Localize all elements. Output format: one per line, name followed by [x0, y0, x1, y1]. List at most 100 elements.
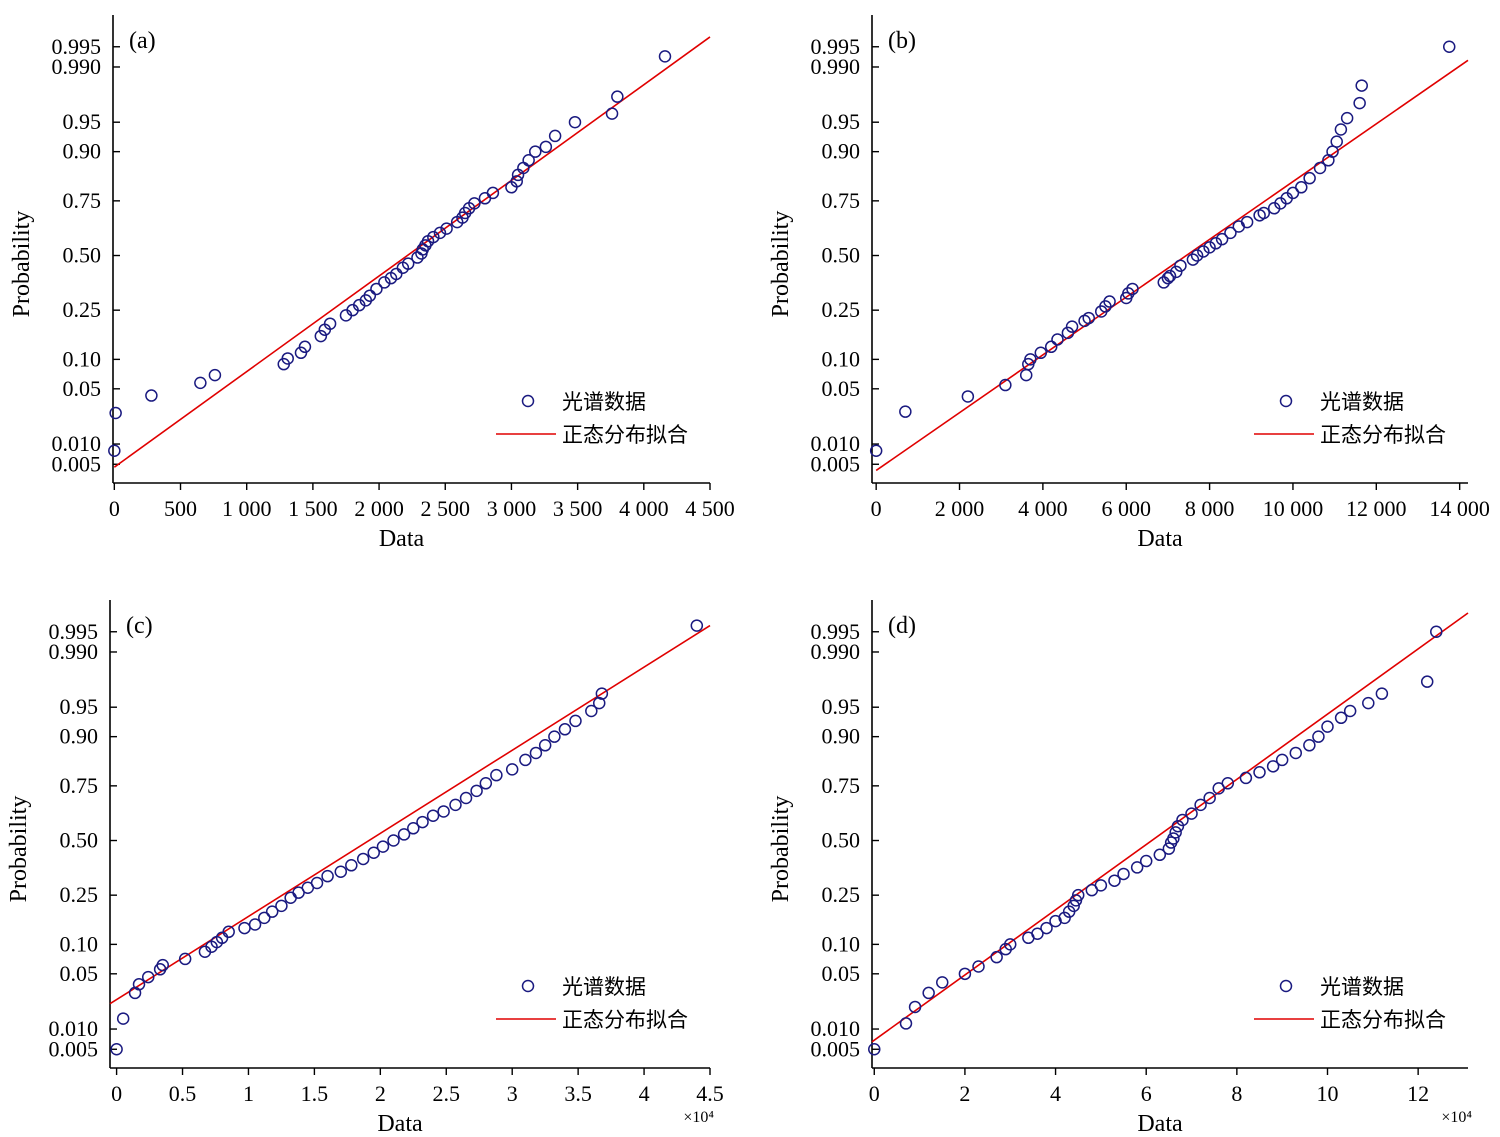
x-tick-label: 0 [111, 1081, 122, 1106]
y-tick-label: 0.50 [822, 828, 861, 853]
data-point [1312, 730, 1325, 743]
chart-panel: 0.0050.0100.050.100.250.500.750.900.950.… [9, 15, 735, 552]
data-point [1203, 241, 1216, 254]
data-point [1355, 79, 1368, 92]
data-point [370, 282, 383, 296]
legend-marker-icon [521, 979, 535, 993]
data-point [145, 389, 158, 402]
y-tick-label: 0.50 [63, 243, 102, 268]
y-axis-label: Probability [6, 796, 32, 903]
data-point [390, 267, 403, 281]
data-point [284, 891, 297, 905]
data-point [1103, 295, 1116, 308]
data-point [961, 390, 975, 403]
data-point [548, 129, 562, 143]
data-point [1122, 287, 1135, 300]
y-axis-label: Probability [768, 211, 794, 318]
data-point [972, 960, 985, 973]
data-point [1232, 220, 1246, 233]
data-point [356, 852, 370, 866]
data-point [1162, 842, 1176, 855]
data-point [156, 958, 169, 972]
x-tick-label: 0.5 [169, 1081, 197, 1106]
data-point [1067, 899, 1080, 913]
x-tick-label: 10 000 [1263, 496, 1324, 521]
y-tick-label: 0.010 [811, 1016, 861, 1041]
data-point [141, 970, 155, 984]
data-point [416, 815, 429, 829]
x-axis-label: Data [1137, 1111, 1183, 1137]
y-tick-label: 0.10 [822, 346, 861, 371]
data-point [869, 444, 883, 457]
panel-label: (b) [888, 28, 916, 54]
legend-line-label: 正态分布拟合 [562, 423, 688, 447]
data-point [1334, 711, 1348, 725]
data-point [1174, 259, 1187, 272]
y-axis-label: Probability [9, 211, 35, 318]
data-point [1289, 746, 1303, 760]
data-point [222, 925, 235, 939]
x-tick-label: 6 [1141, 1081, 1152, 1106]
data-point [1044, 340, 1058, 354]
data-point [1266, 760, 1280, 773]
data-point [592, 696, 606, 710]
normal-fit-line [875, 59, 1469, 472]
panel-label: (a) [129, 28, 156, 54]
data-point [265, 905, 279, 918]
data-point [1031, 927, 1044, 940]
y-tick-label: 0.05 [822, 376, 861, 401]
y-tick-label: 0.10 [60, 931, 99, 956]
y-tick-label: 0.010 [52, 431, 102, 456]
data-point [1321, 720, 1334, 733]
chart-panel: 0.0050.0100.050.100.250.500.750.900.950.… [768, 15, 1490, 552]
panel-label: (d) [888, 613, 916, 639]
data-point [470, 784, 483, 798]
data-point [110, 1043, 123, 1056]
data-point [922, 986, 935, 1000]
x-tick-label: 4 000 [1018, 496, 1068, 521]
data-point [1353, 96, 1366, 110]
legend-line-label: 正态分布拟合 [562, 1008, 688, 1032]
x-tick-label: 10 [1316, 1081, 1338, 1106]
chart-panel: 0.0050.0100.050.100.250.500.750.900.950.… [768, 600, 1472, 1137]
data-point [1221, 777, 1235, 790]
data-point [1003, 938, 1017, 951]
data-point [658, 50, 672, 63]
data-point [1117, 867, 1130, 881]
panel-label: (c) [126, 613, 153, 639]
legend-line-label: 正态分布拟合 [1320, 1008, 1446, 1032]
x-tick-label: 3 500 [553, 496, 603, 521]
y-tick-label: 0.995 [811, 34, 861, 59]
data-point [1257, 206, 1271, 220]
data-point [1185, 807, 1198, 820]
y-tick-label: 0.010 [49, 1016, 99, 1041]
data-point [1190, 249, 1204, 262]
data-point [109, 406, 122, 420]
x-tick-label: 4.5 [696, 1081, 724, 1106]
data-point [1197, 245, 1210, 258]
data-point [108, 444, 121, 457]
data-point [899, 405, 912, 418]
x-tick-label: 2 500 [421, 496, 471, 521]
x-tick-label: 0 [871, 496, 882, 521]
y-axis-label: Probability [768, 796, 794, 903]
y-tick-label: 0.75 [63, 188, 102, 213]
data-point [1130, 861, 1144, 874]
data-point [427, 230, 440, 244]
data-point [1024, 353, 1037, 366]
data-point [1194, 798, 1207, 812]
data-point [1034, 346, 1048, 360]
x-tick-label: 6 000 [1101, 496, 1151, 521]
data-point [569, 714, 582, 728]
y-tick-label: 0.995 [49, 619, 99, 644]
data-point [378, 276, 391, 289]
x-tick-label: 1 [243, 1081, 254, 1106]
data-point [275, 899, 288, 913]
data-point [132, 978, 146, 991]
x-tick-label: 0 [109, 496, 120, 521]
data-point [1169, 826, 1182, 839]
chart-panel: 0.0050.0100.050.100.250.500.750.900.950.… [6, 600, 724, 1137]
data-point [426, 809, 440, 823]
normal-fit-line [109, 624, 711, 1005]
